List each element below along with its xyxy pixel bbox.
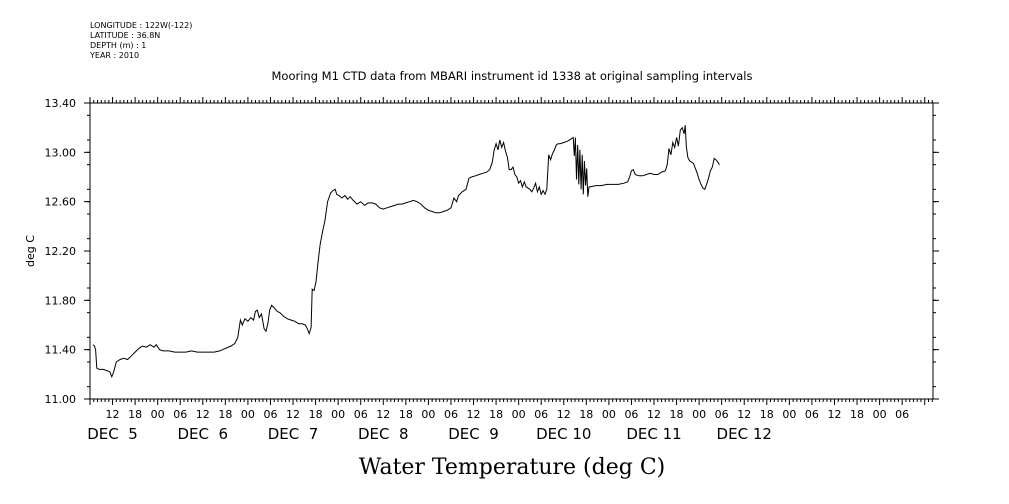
x-tick-label: 06 xyxy=(444,408,458,421)
x-tick-label: 18 xyxy=(579,408,593,421)
x-tick-label: 06 xyxy=(805,408,819,421)
x-tick-label: 06 xyxy=(895,408,909,421)
x-tick-label: 00 xyxy=(512,408,526,421)
latitude-text: LATITUDE : 36.8N xyxy=(90,31,161,40)
x-tick-label: 12 xyxy=(376,408,390,421)
x-tick-label: 12 xyxy=(467,408,481,421)
x-tick-label: 18 xyxy=(128,408,142,421)
x-tick-label: 00 xyxy=(602,408,616,421)
x-day-label: DEC 10 xyxy=(536,425,591,443)
y-tick-label: 12.20 xyxy=(45,245,77,258)
x-day-label: DEC 7 xyxy=(268,425,319,443)
y-axis: 11.00 11.40 11.80 12.20 12.60 13.00 13.40 xyxy=(45,97,939,406)
x-tick-label: 12 xyxy=(647,408,661,421)
x-tick-label: 00 xyxy=(873,408,887,421)
x-tick-label: 00 xyxy=(241,408,255,421)
x-tick-label: 18 xyxy=(489,408,503,421)
x-day-label: DEC 6 xyxy=(178,425,229,443)
x-tick-label: 18 xyxy=(309,408,323,421)
y-tick-label: 11.80 xyxy=(45,294,77,307)
x-tick-label: 00 xyxy=(421,408,435,421)
mooring-metadata: LONGITUDE : 122W(-122) LATITUDE : 36.8N … xyxy=(90,21,192,61)
x-tick-label: 18 xyxy=(850,408,864,421)
x-tick-label: 18 xyxy=(399,408,413,421)
x-tick-label: 06 xyxy=(263,408,277,421)
y-axis-label: deg C xyxy=(24,235,37,267)
longitude-text: LONGITUDE : 122W(-122) xyxy=(90,21,193,30)
x-tick-label: 00 xyxy=(331,408,345,421)
year-text: YEAR : 2010 xyxy=(90,51,140,60)
chart-title: Mooring M1 CTD data from MBARI instrumen… xyxy=(272,69,753,83)
x-tick-label: 18 xyxy=(218,408,232,421)
x-axis: 12 18 00 06 12 18 00 06 12 18 00 06 12 18 00 06 12 18 00 06… xyxy=(87,97,933,443)
depth-text: DEPTH (m) : 1 xyxy=(90,41,147,50)
x-tick-label: 18 xyxy=(670,408,684,421)
x-day-label: DEC 5 xyxy=(87,425,138,443)
x-tick-label: 06 xyxy=(624,408,638,421)
y-tick-label: 11.00 xyxy=(45,393,77,406)
y-tick-label: 12.60 xyxy=(45,196,77,209)
x-tick-label: 06 xyxy=(354,408,368,421)
x-tick-label: 18 xyxy=(760,408,774,421)
x-tick-label: 12 xyxy=(196,408,210,421)
series-line-water-temperature xyxy=(92,125,720,379)
x-tick-label: 06 xyxy=(715,408,729,421)
series-group xyxy=(92,125,720,379)
x-tick-label: 00 xyxy=(782,408,796,421)
x-tick-label: 00 xyxy=(151,408,165,421)
x-day-label: DEC 11 xyxy=(626,425,681,443)
y-tick-label: 13.00 xyxy=(45,146,77,159)
x-day-label: DEC 9 xyxy=(448,425,499,443)
x-tick-label: 12 xyxy=(557,408,571,421)
plot-frame xyxy=(89,102,934,400)
y-tick-label: 13.40 xyxy=(45,97,77,110)
x-tick-label: 00 xyxy=(692,408,706,421)
x-tick-label: 12 xyxy=(286,408,300,421)
x-tick-label: 12 xyxy=(106,408,120,421)
y-tick-label: 11.40 xyxy=(45,344,77,357)
x-tick-label: 06 xyxy=(173,408,187,421)
x-tick-label: 06 xyxy=(534,408,548,421)
x-tick-label: 12 xyxy=(827,408,841,421)
x-day-label: DEC 8 xyxy=(358,425,409,443)
x-axis-label: Water Temperature (deg C) xyxy=(359,455,666,480)
x-day-label: DEC 12 xyxy=(717,425,772,443)
x-tick-label: 12 xyxy=(737,408,751,421)
